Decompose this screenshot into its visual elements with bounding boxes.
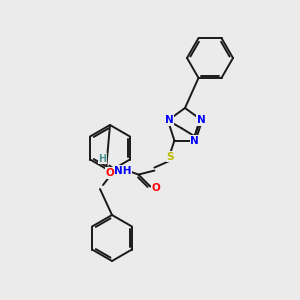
Text: H: H <box>98 154 106 164</box>
Text: N: N <box>190 136 199 146</box>
Text: N: N <box>197 116 206 125</box>
Text: S: S <box>167 152 174 162</box>
Text: O: O <box>106 168 114 178</box>
Text: O: O <box>151 183 160 193</box>
Text: N: N <box>164 116 173 125</box>
Text: NH: NH <box>114 166 131 176</box>
